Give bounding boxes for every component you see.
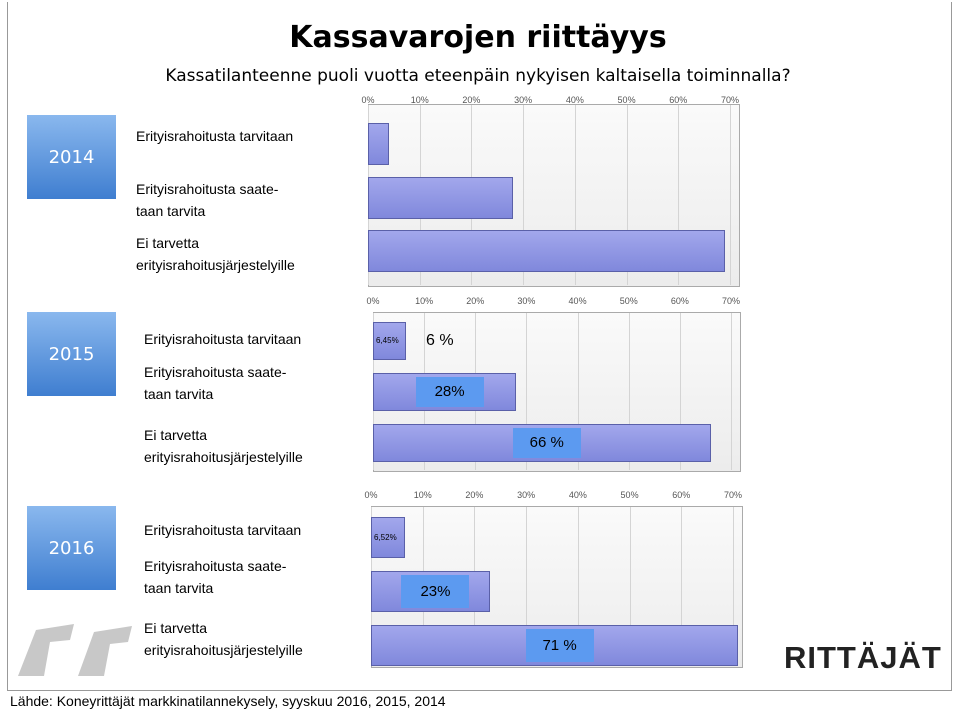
category-label: Erityisrahoitusta tarvitaan — [144, 331, 302, 347]
bar — [371, 517, 405, 558]
bar — [368, 177, 513, 219]
x-tick-label: 20% — [462, 95, 481, 105]
grid-line — [678, 105, 680, 285]
category-label: Ei tarvetta erityisrahoitusjärjestelyill… — [144, 427, 303, 465]
bar — [373, 322, 406, 360]
grid-line — [733, 507, 734, 666]
x-tick-label: 10% — [415, 296, 434, 306]
slide-subtitle: Kassatilanteenne puoli vuotta eteenpäin … — [165, 66, 791, 86]
year-label: 2016 — [27, 506, 116, 590]
x-tick-label: 0% — [361, 95, 375, 105]
x-tick-label: 30% — [514, 95, 533, 105]
logo-shape — [18, 624, 74, 676]
x-tick-label: 70% — [720, 95, 740, 105]
category-label: Erityisrahoitusta saate- taan tarvita — [144, 364, 287, 402]
slide-title: Kassavarojen riittäyys — [289, 20, 667, 55]
value-label: 71 % — [525, 629, 594, 662]
category-label: Erityisrahoitusta tarvitaan — [144, 522, 302, 538]
precise-label: 6,52% — [374, 532, 397, 542]
x-tick-label: 70% — [723, 490, 743, 500]
x-tick-label: 0% — [366, 296, 380, 306]
logo-shapes — [18, 624, 132, 676]
grid-line — [730, 105, 731, 285]
category-label: Ei tarvetta erityisrahoitusjärjestelyill… — [144, 620, 303, 658]
x-tick-label: 10% — [410, 95, 429, 105]
x-tick-label: 60% — [669, 95, 688, 105]
logo-shape — [78, 626, 132, 676]
grid-line — [526, 313, 528, 470]
grid-line — [679, 313, 681, 470]
category-label: Erityisrahoitusta saate- taan tarvita — [144, 558, 287, 596]
x-tick-label: 70% — [721, 296, 741, 306]
grid-line — [731, 313, 732, 470]
x-tick-label: 40% — [568, 490, 587, 500]
x-tick-label: 50% — [617, 95, 636, 105]
slide-frame — [7, 2, 952, 691]
x-tick-label: 50% — [620, 490, 639, 500]
grid-line — [577, 507, 579, 666]
category-label: Erityisrahoitusta tarvitaan — [136, 128, 294, 144]
year-label: 2015 — [27, 312, 116, 396]
x-tick-label: 60% — [672, 490, 691, 500]
value-label: 6 % — [425, 332, 454, 349]
x-tick-label: 0% — [364, 490, 378, 500]
x-tick-label: 20% — [466, 296, 485, 306]
x-tick-label: 30% — [517, 490, 536, 500]
category-label: Ei tarvetta erityisrahoitusjärjestelyill… — [136, 235, 295, 273]
x-tick-label: 40% — [568, 296, 587, 306]
footer: Lähde: Koneyrittäjät markkinatilannekyse… — [10, 693, 446, 709]
grid-line — [523, 105, 525, 285]
grid-line — [577, 313, 579, 470]
grid-line — [526, 507, 528, 666]
x-tick-label: 50% — [619, 296, 638, 306]
year-label: 2014 — [27, 115, 116, 199]
grid-line — [626, 105, 628, 285]
precise-label: 6,45% — [376, 336, 399, 345]
bar — [368, 230, 725, 272]
x-tick-label: 20% — [465, 490, 484, 500]
value-label: 23% — [401, 575, 470, 608]
x-tick-label: 10% — [413, 490, 432, 500]
x-tick-label: 30% — [517, 296, 536, 306]
value-label: 28% — [415, 376, 484, 408]
category-label: Erityisrahoitusta saate- taan tarvita — [136, 181, 279, 219]
value-label: 66 % — [512, 427, 581, 459]
grid-line — [629, 507, 631, 666]
logo-text: RITTÄJÄT — [784, 640, 942, 675]
grid-line — [574, 105, 576, 285]
x-tick-label: 60% — [670, 296, 689, 306]
grid-line — [628, 313, 630, 470]
bar — [368, 123, 389, 165]
grid-line — [681, 507, 683, 666]
x-tick-label: 40% — [565, 95, 584, 105]
